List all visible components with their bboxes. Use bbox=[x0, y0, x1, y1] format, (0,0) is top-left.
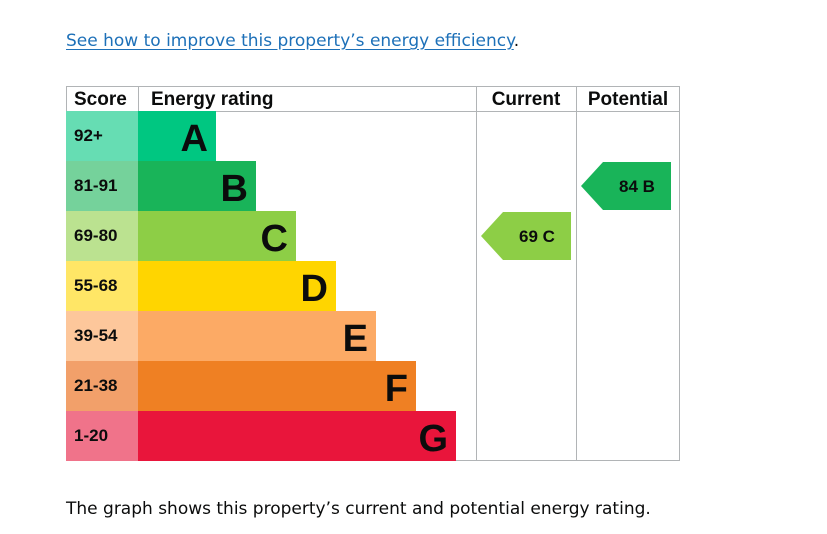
rating-bar-a bbox=[138, 111, 216, 161]
improve-efficiency-line: See how to improve this property’s energ… bbox=[66, 31, 519, 51]
score-cell-a bbox=[66, 111, 138, 161]
rating-letter-c: C bbox=[261, 218, 288, 260]
rating-bar-g bbox=[138, 411, 456, 461]
rating-bar-f bbox=[138, 361, 416, 411]
link-suffix: . bbox=[513, 31, 520, 51]
score-cell-g bbox=[66, 411, 138, 461]
potential-rating-arrow bbox=[581, 162, 671, 210]
rating-letter-g: G bbox=[418, 418, 448, 460]
column-header-0: Score bbox=[74, 89, 127, 110]
column-header-2: Current bbox=[492, 89, 561, 110]
rating-bar-b bbox=[138, 161, 256, 211]
score-label-b: 81-91 bbox=[74, 176, 117, 195]
rating-letter-d: D bbox=[301, 268, 328, 310]
score-cell-b bbox=[66, 161, 138, 211]
current-rating-arrow bbox=[481, 212, 571, 260]
rating-bar-c bbox=[138, 211, 296, 261]
rating-letter-e: E bbox=[343, 318, 368, 360]
score-cell-e bbox=[66, 311, 138, 361]
column-header-1: Energy rating bbox=[151, 89, 273, 110]
score-label-c: 69-80 bbox=[74, 226, 117, 245]
rating-letter-a: A bbox=[181, 118, 208, 160]
rating-letter-b: B bbox=[221, 168, 248, 210]
score-label-a: 92+ bbox=[74, 126, 103, 145]
score-label-f: 21-38 bbox=[74, 376, 117, 395]
score-label-e: 39-54 bbox=[74, 326, 118, 345]
score-cell-c bbox=[66, 211, 138, 261]
potential-rating-arrow-label: 84 B bbox=[619, 177, 655, 196]
column-headers: Score Energy rating Current Potential bbox=[74, 89, 668, 110]
improve-efficiency-link[interactable]: See how to improve this property’s energ… bbox=[66, 31, 514, 51]
score-label-g: 1-20 bbox=[74, 426, 108, 445]
score-cell-d bbox=[66, 261, 138, 311]
score-label-d: 55-68 bbox=[74, 276, 117, 295]
rating-bands: 92+ A 81-91 B 69-80 C 55-68 D 39-54 E 21-38 F 1-20 G bbox=[66, 111, 456, 461]
rating-bar-d bbox=[138, 261, 336, 311]
rating-bar-e bbox=[138, 311, 376, 361]
chart-caption: The graph shows this property’s current … bbox=[66, 499, 651, 519]
rating-arrows: 69 C 84 B bbox=[481, 162, 671, 260]
column-header-3: Potential bbox=[588, 89, 668, 110]
rating-letter-f: F bbox=[385, 368, 408, 410]
current-rating-arrow-label: 69 C bbox=[519, 227, 555, 246]
score-cell-f bbox=[66, 361, 138, 411]
